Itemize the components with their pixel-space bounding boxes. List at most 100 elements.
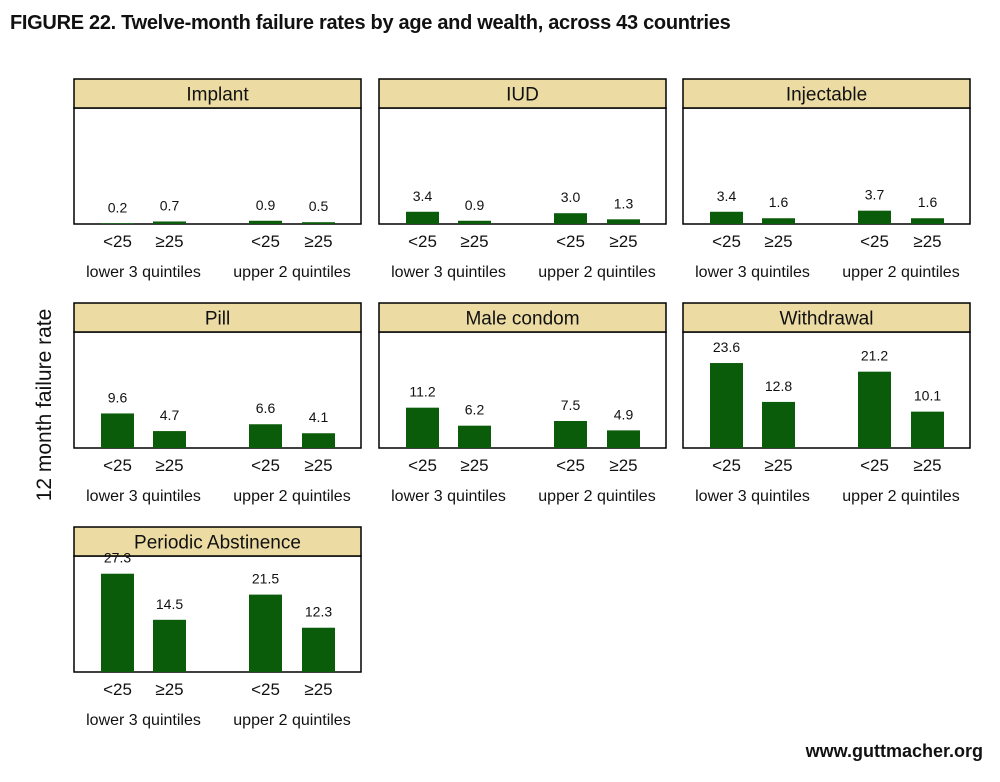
bar-label-implant-0: 0.2 <box>108 199 128 215</box>
group-label-pill-0: lower 3 quintiles <box>86 488 201 505</box>
group-label-implant-1: upper 2 quintiles <box>233 264 350 281</box>
group-label-iud-0: lower 3 quintiles <box>391 264 506 281</box>
tick-label-injectable-3: ≥25 <box>913 232 941 251</box>
bar-implant-0 <box>101 223 134 224</box>
bar-label-injectable-3: 1.6 <box>918 194 938 210</box>
bar-injectable-0 <box>710 211 743 224</box>
panel-title-implant: Implant <box>186 85 249 106</box>
bar-label-periodic-abstinence-2: 21.5 <box>252 571 279 587</box>
group-label-male-condom-0: lower 3 quintiles <box>391 488 506 505</box>
tick-label-pill-3: ≥25 <box>304 456 332 475</box>
tick-label-male-condom-0: <25 <box>408 456 437 475</box>
bar-male-condom-0 <box>406 407 439 448</box>
bar-label-male-condom-0: 11.2 <box>409 384 435 400</box>
tick-label-pill-0: <25 <box>103 456 132 475</box>
group-label-periodic-abstinence-1: upper 2 quintiles <box>233 712 350 729</box>
group-label-periodic-abstinence-0: lower 3 quintiles <box>86 712 201 729</box>
panel-title-periodic-abstinence: Periodic Abstinence <box>134 533 301 554</box>
bar-male-condom-2 <box>554 421 587 448</box>
tick-label-iud-1: ≥25 <box>460 232 488 251</box>
bar-withdrawal-2 <box>858 371 891 448</box>
tick-label-male-condom-2: <25 <box>556 456 585 475</box>
bar-pill-0 <box>101 413 134 448</box>
panel-iud <box>378 107 667 225</box>
tick-label-implant-3: ≥25 <box>304 232 332 251</box>
tick-label-pill-1: ≥25 <box>155 456 183 475</box>
figure-title: FIGURE 22. Twelve-month failure rates by… <box>10 12 731 34</box>
group-label-withdrawal-0: lower 3 quintiles <box>695 488 810 505</box>
bar-label-iud-1: 0.9 <box>465 197 485 213</box>
bar-label-injectable-1: 1.6 <box>769 194 789 210</box>
tick-label-withdrawal-2: <25 <box>860 456 889 475</box>
footer-url: www.guttmacher.org <box>805 741 983 761</box>
bar-label-periodic-abstinence-1: 14.5 <box>156 596 183 612</box>
bar-periodic-abstinence-1 <box>153 619 186 672</box>
tick-label-male-condom-1: ≥25 <box>460 456 488 475</box>
tick-label-injectable-0: <25 <box>712 232 741 251</box>
group-label-injectable-1: upper 2 quintiles <box>842 264 959 281</box>
bar-label-implant-3: 0.5 <box>309 198 329 214</box>
panel-strip-withdrawal <box>682 302 971 333</box>
panel-title-injectable: Injectable <box>786 85 867 106</box>
panel-strip-pill <box>73 302 362 333</box>
tick-label-male-condom-3: ≥25 <box>609 456 637 475</box>
panel-strip-male-condom <box>378 302 667 333</box>
tick-label-periodic-abstinence-0: <25 <box>103 680 132 699</box>
bar-pill-3 <box>302 433 335 448</box>
group-label-injectable-0: lower 3 quintiles <box>695 264 810 281</box>
tick-label-iud-3: ≥25 <box>609 232 637 251</box>
panel-title-male-condom: Male condom <box>465 309 579 330</box>
bar-label-injectable-0: 3.4 <box>717 188 737 204</box>
bar-iud-1 <box>458 220 491 224</box>
bar-label-iud-3: 1.3 <box>614 195 634 211</box>
panel-title-iud: IUD <box>506 85 539 106</box>
bar-injectable-1 <box>762 218 795 224</box>
tick-label-withdrawal-1: ≥25 <box>764 456 792 475</box>
bar-periodic-abstinence-2 <box>249 594 282 672</box>
panel-implant <box>73 107 362 225</box>
bar-label-iud-2: 3.0 <box>561 189 581 205</box>
bar-label-withdrawal-0: 23.6 <box>713 339 740 355</box>
bar-iud-2 <box>554 213 587 224</box>
bar-label-withdrawal-3: 10.1 <box>914 388 941 404</box>
group-label-implant-0: lower 3 quintiles <box>86 264 201 281</box>
panel-strip-periodic-abstinence <box>73 526 362 557</box>
bar-label-pill-1: 4.7 <box>160 407 180 423</box>
bar-iud-0 <box>406 211 439 224</box>
bar-label-implant-2: 0.9 <box>256 197 276 213</box>
tick-label-injectable-1: ≥25 <box>764 232 792 251</box>
panel-title-pill: Pill <box>205 309 230 330</box>
bar-label-injectable-2: 3.7 <box>865 187 885 203</box>
bar-label-withdrawal-1: 12.8 <box>765 378 792 394</box>
group-label-pill-1: upper 2 quintiles <box>233 488 350 505</box>
bar-label-implant-1: 0.7 <box>160 197 180 213</box>
bar-implant-3 <box>302 222 335 224</box>
group-label-iud-1: upper 2 quintiles <box>538 264 655 281</box>
group-label-withdrawal-1: upper 2 quintiles <box>842 488 959 505</box>
bar-label-withdrawal-2: 21.2 <box>861 348 888 364</box>
tick-label-periodic-abstinence-3: ≥25 <box>304 680 332 699</box>
bar-pill-2 <box>249 424 282 448</box>
bar-label-pill-3: 4.1 <box>309 409 329 425</box>
tick-label-implant-0: <25 <box>103 232 132 251</box>
bar-label-pill-0: 9.6 <box>108 389 128 405</box>
bar-label-periodic-abstinence-0: 27.3 <box>104 550 131 566</box>
bar-withdrawal-1 <box>762 401 795 448</box>
tick-label-periodic-abstinence-1: ≥25 <box>155 680 183 699</box>
bar-iud-3 <box>607 219 640 224</box>
bar-pill-1 <box>153 431 186 448</box>
bar-periodic-abstinence-3 <box>302 627 335 672</box>
tick-label-withdrawal-0: <25 <box>712 456 741 475</box>
tick-label-iud-2: <25 <box>556 232 585 251</box>
tick-label-injectable-2: <25 <box>860 232 889 251</box>
tick-label-withdrawal-3: ≥25 <box>913 456 941 475</box>
bar-periodic-abstinence-0 <box>101 573 134 672</box>
group-label-male-condom-1: upper 2 quintiles <box>538 488 655 505</box>
bar-label-pill-2: 6.6 <box>256 400 276 416</box>
bar-label-male-condom-1: 6.2 <box>465 402 485 418</box>
tick-label-pill-2: <25 <box>251 456 280 475</box>
tick-label-implant-1: ≥25 <box>155 232 183 251</box>
bar-male-condom-1 <box>458 425 491 448</box>
tick-label-periodic-abstinence-2: <25 <box>251 680 280 699</box>
